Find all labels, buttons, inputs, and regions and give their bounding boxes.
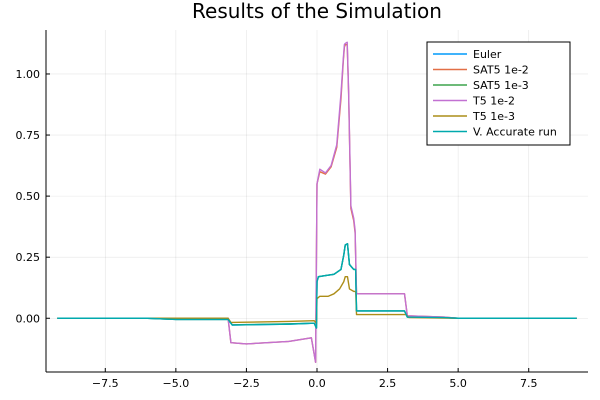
chart-title: Results of the Simulation: [192, 0, 442, 23]
legend: Euler SAT5 1e-2 SAT5 1e-3 T5 1e-2 T5 1e-3 V. …: [426, 41, 571, 146]
x-tick-label: 0.0: [308, 377, 326, 390]
x-tick-label: −5.0: [162, 377, 189, 390]
legend-label: SAT5 1e-2: [473, 64, 529, 77]
legend-label: T5 1e-2: [472, 95, 515, 108]
series-line-v-accurate-run: [57, 243, 577, 329]
axes: −7.5 −5.0 −2.5 0.0 2.5 5.0 7.5 0.00 0.25 0.50 0.75…: [16, 30, 588, 390]
legend-label: V. Accurate run: [473, 126, 557, 139]
series-line-t5-1e-2: [57, 41, 577, 363]
x-tick-label: 7.5: [520, 377, 538, 390]
legend-label: Euler: [473, 48, 502, 61]
legend-label: T5 1e-3: [472, 110, 515, 123]
x-tick-label: 2.5: [379, 377, 397, 390]
x-tick-label: −2.5: [233, 377, 260, 390]
legend-box: [426, 41, 571, 146]
series-line-t5-1e-3: [57, 276, 577, 324]
legend-label: SAT5 1e-3: [473, 79, 529, 92]
y-tick-label: 1.00: [16, 68, 41, 81]
x-tick-label: 5.0: [449, 377, 467, 390]
y-tick-label: 0.25: [16, 251, 41, 264]
series-lines: [57, 41, 577, 363]
y-tick-label: 0.75: [16, 129, 41, 142]
x-tick-label: −7.5: [92, 377, 119, 390]
y-tick-label: 0.50: [16, 190, 41, 203]
y-tick-label: 0.00: [16, 312, 41, 325]
